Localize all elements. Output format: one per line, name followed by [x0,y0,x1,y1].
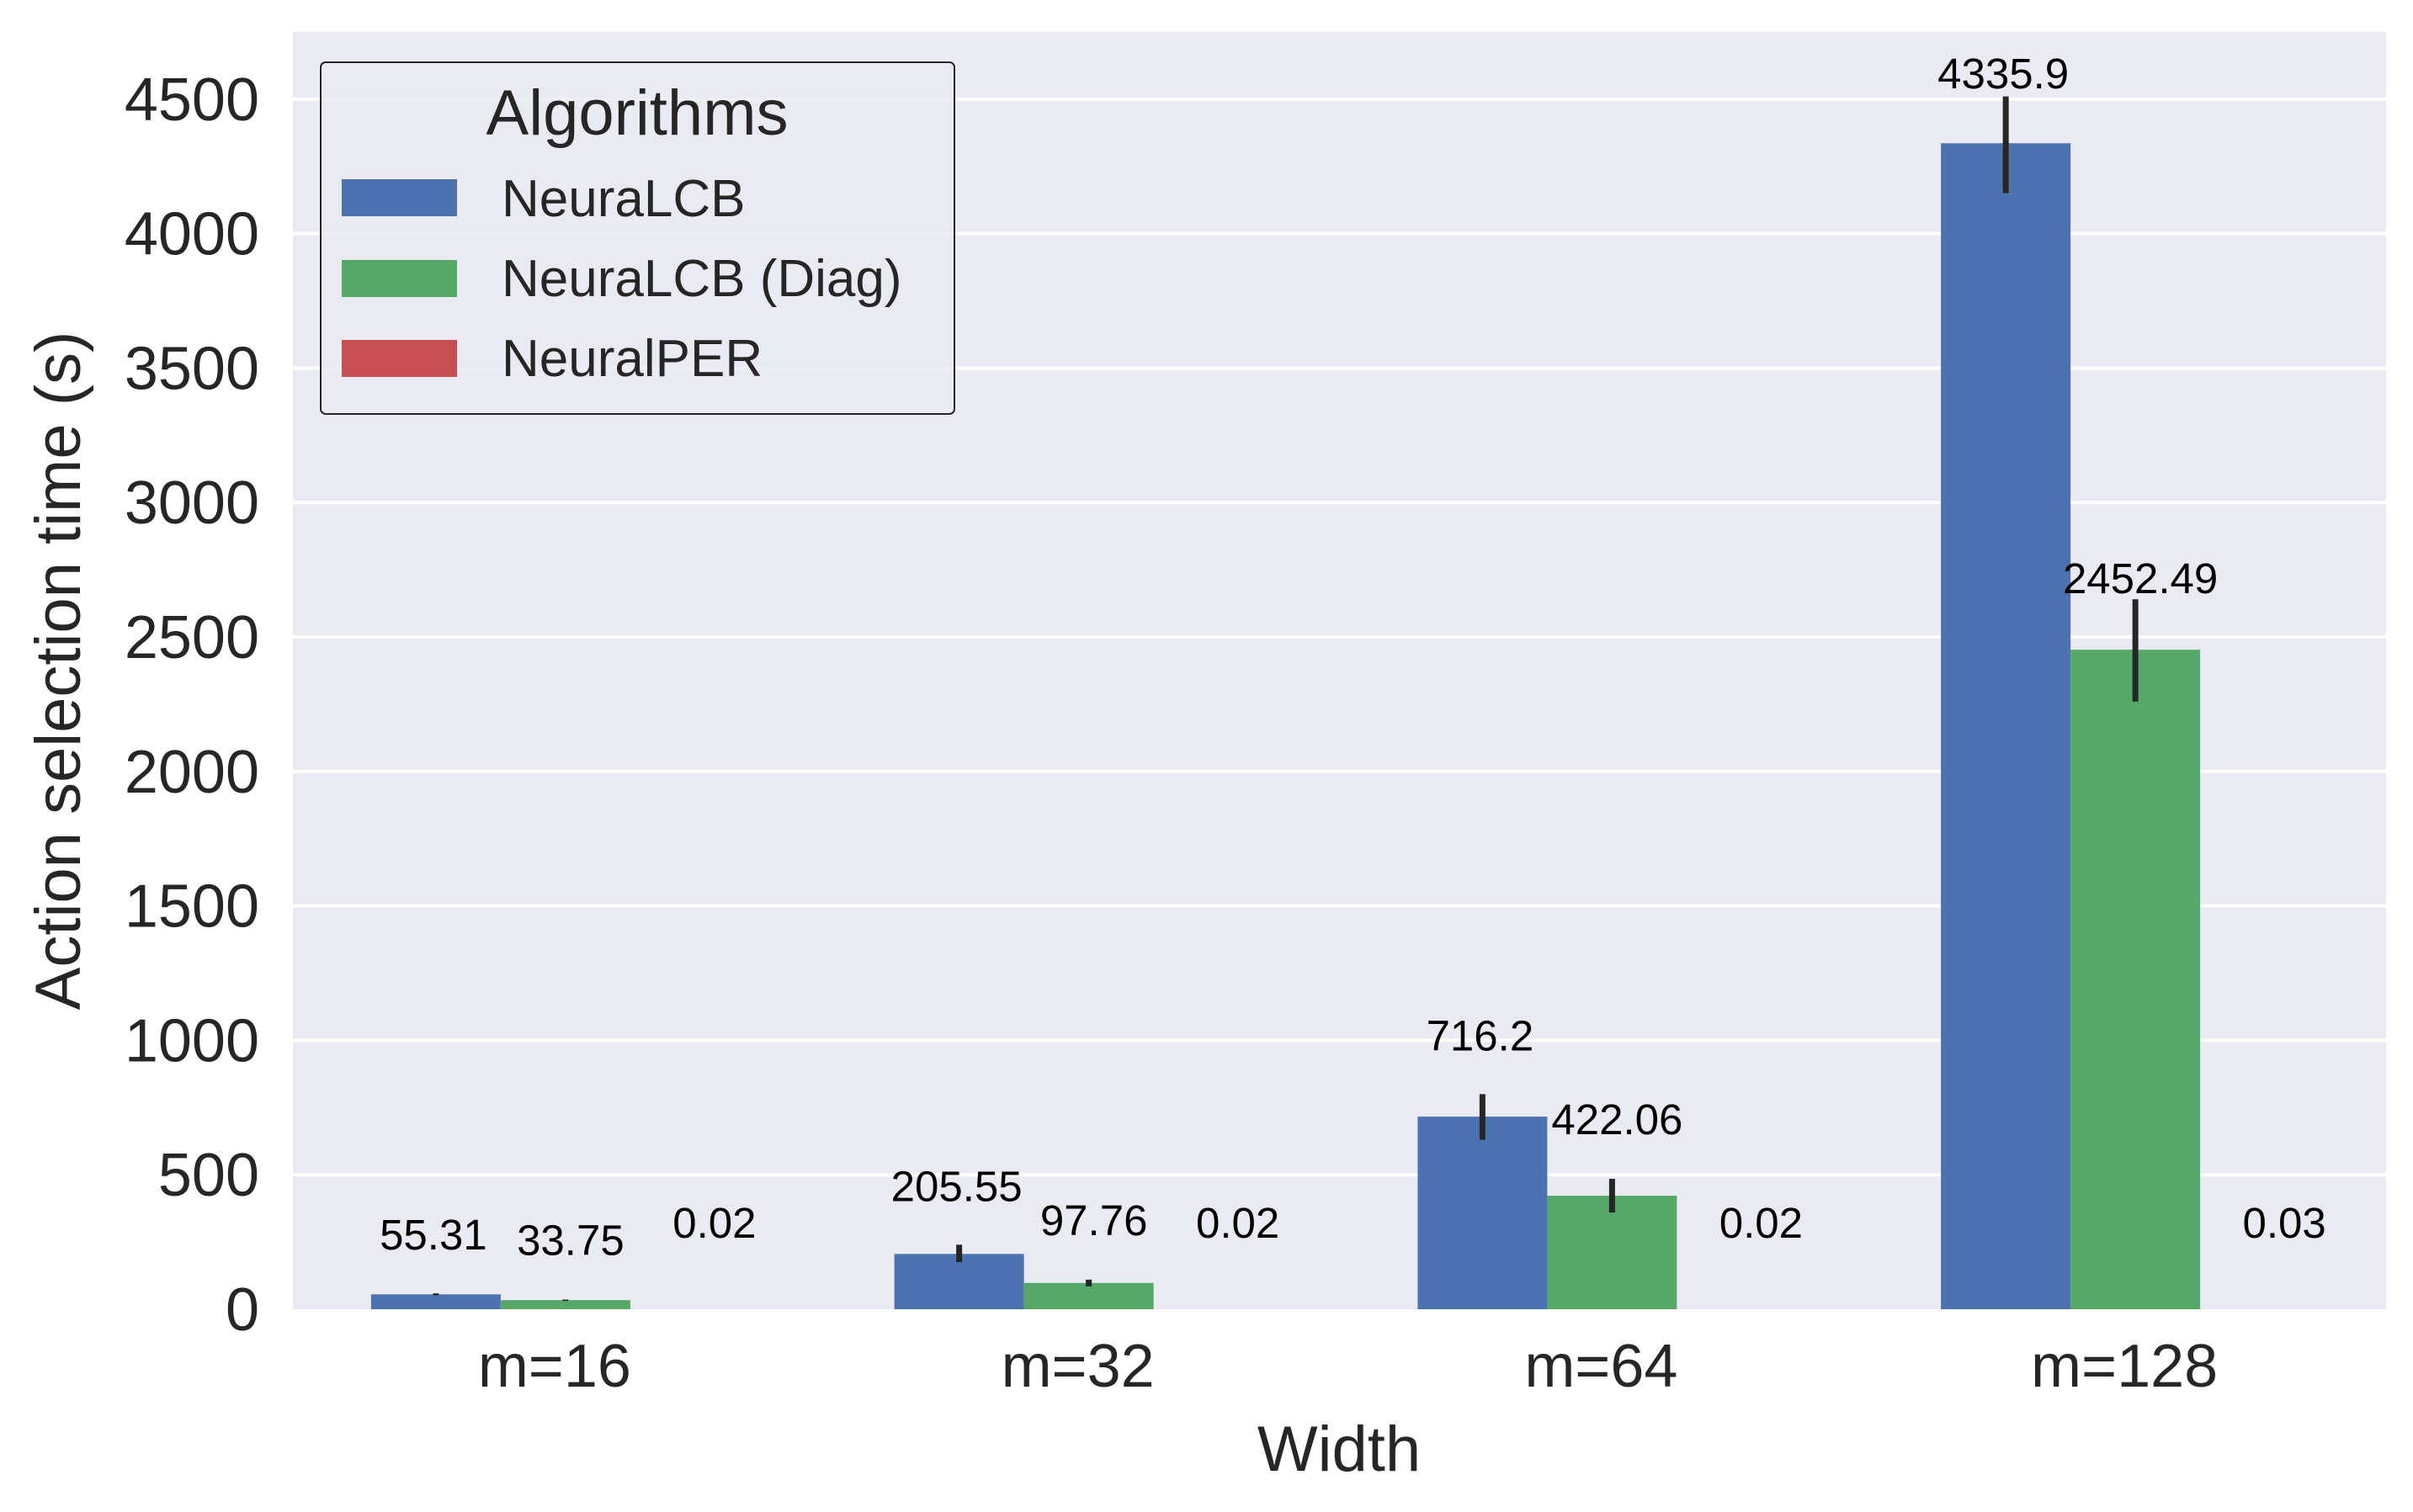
legend-label-neuralcb: NeuraLCB [502,170,745,228]
bar-value-label: 422.06 [1551,1096,1682,1143]
bars [370,143,2331,1310]
bar [500,1300,630,1309]
x-tick-label: m=32 [1002,1333,1155,1400]
legend: Algorithms NeuraLCB NeuraLCB (Diag) Neur… [320,61,955,415]
y-tick-label: 2000 [125,739,259,806]
y-tick-label: 3000 [125,470,259,537]
y-tick-label: 0 [226,1276,259,1344]
bar-value-label: 97.76 [1040,1196,1148,1244]
y-tick-label: 500 [158,1142,259,1209]
x-tick-label: m=128 [2031,1333,2218,1400]
error-bars [433,96,2139,1302]
legend-title: Algorithms [486,77,789,149]
x-tick-labels: m=16 m=32 m=64 m=128 [478,1333,2218,1400]
legend-swatch-neuralper [342,340,457,377]
y-tick-label: 2500 [125,604,259,671]
bar [894,1254,1024,1309]
bar [1547,1196,1677,1309]
bar-value-label: 716.2 [1427,1011,1534,1059]
legend-swatch-neuralcb-diag [342,260,457,297]
bar-value-label: 33.75 [517,1216,625,1264]
bar [2070,650,2201,1309]
x-axis-title: Width [1257,1414,1421,1485]
bar-value-labels: 55.31 33.75 0.02 205.55 97.76 0.02 716.2 422.06… [380,50,2326,1264]
legend-swatch-neuralcb [342,179,457,216]
legend-label-neuralcb-diag: NeuraLCB (Diag) [502,250,902,308]
y-tick-label: 1000 [125,1007,259,1074]
bar [1941,143,2071,1310]
y-tick-label: 4000 [125,201,259,268]
legend-box [320,61,955,415]
legend-label-neuralper: NeuralPER [502,330,763,388]
bar-value-label: 0.02 [1719,1199,1803,1247]
y-tick-label: 3500 [125,335,259,402]
x-tick-label: m=64 [1524,1333,1677,1400]
bar-value-label: 205.55 [891,1162,1023,1210]
bar-value-label: 0.03 [2242,1199,2325,1247]
y-tick-label: 4500 [125,66,259,134]
bar [1023,1282,1154,1309]
bar [1417,1117,1548,1309]
y-axis-title: Action selection time (s) [23,332,94,1011]
bar [370,1294,501,1309]
bar-value-label: 2452.49 [2063,554,2218,602]
bar-value-label: 0.02 [672,1199,756,1247]
bar-value-label: 55.31 [380,1211,487,1259]
bar-value-label: 0.02 [1196,1199,1279,1247]
x-tick-label: m=16 [478,1333,631,1400]
y-tick-labels: 0 500 1000 1500 2000 2500 3000 3500 4000 4500 [125,66,259,1344]
bar-value-label: 4335.9 [1937,50,2069,98]
y-tick-label: 1500 [125,873,259,941]
